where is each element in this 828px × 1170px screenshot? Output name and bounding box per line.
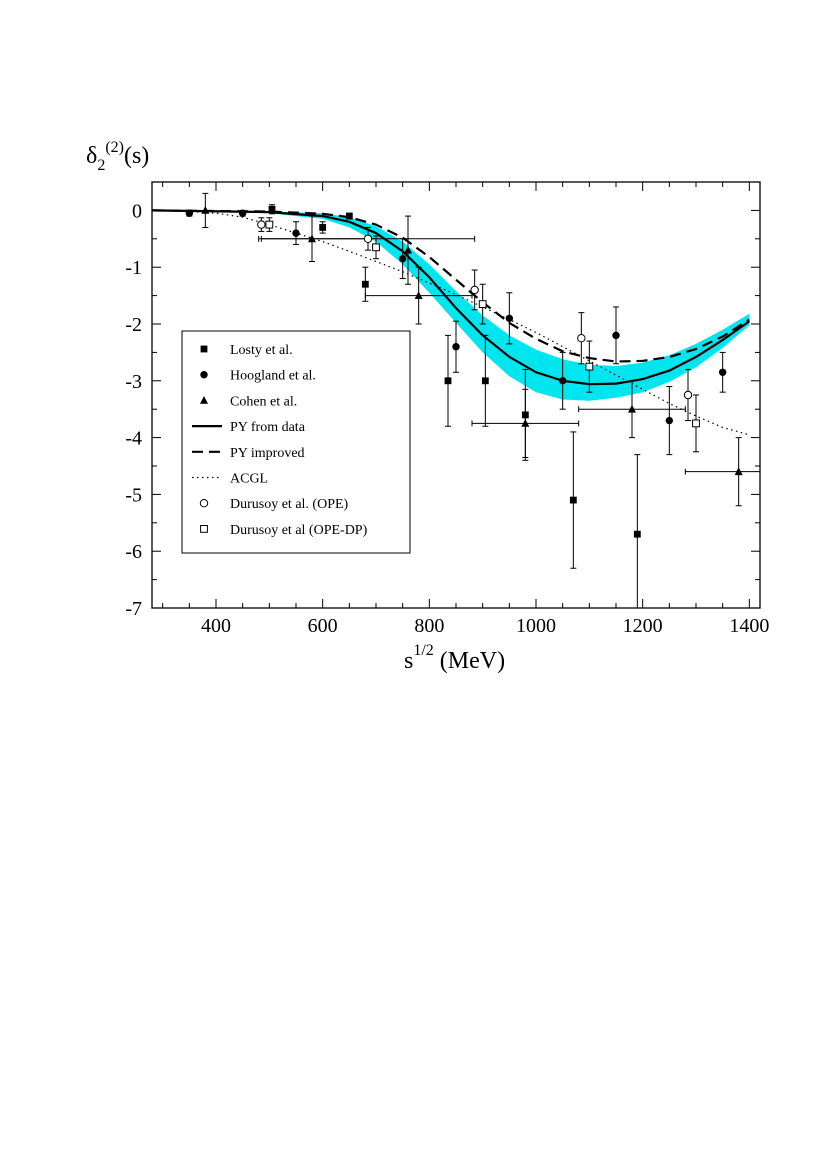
x-axis-title-sup: 1/2 — [413, 642, 433, 659]
point-cohen-et-al-1 — [308, 234, 316, 243]
point-losty-et-al-2 — [345, 212, 353, 220]
x-tick-label: 400 — [201, 615, 231, 637]
point-durusoy-et-al-ope-0 — [257, 220, 266, 229]
x-tick-label: 1000 — [516, 615, 556, 637]
point-hoogland-et-al-8 — [665, 416, 674, 425]
point-losty-et-al-3 — [361, 280, 369, 288]
point-cohen-et-al-6 — [734, 467, 743, 476]
y-axis-title-sub: 2 — [97, 157, 105, 174]
x-axis-title-base: s — [404, 648, 413, 674]
series-cohen-et-al — [201, 192, 760, 507]
legend-label-losty-et-al: Losty et al. — [230, 343, 293, 358]
y-tick-label: -1 — [125, 257, 142, 279]
point-hoogland-et-al-5 — [505, 314, 514, 323]
x-tick-label: 600 — [308, 615, 338, 637]
point-hoogland-et-al-1 — [238, 209, 247, 217]
point-losty-et-al-0 — [268, 205, 276, 213]
point-durusoy-et-al-ope-dp-0 — [265, 220, 274, 229]
y-tick-label: -3 — [125, 371, 142, 393]
legend-box — [181, 330, 411, 554]
legend-marker-durusoy-et-al-ope-dp — [200, 525, 208, 533]
point-hoogland-et-al-2 — [292, 229, 300, 237]
point-losty-et-al-1 — [319, 224, 327, 231]
legend-marker-hoogland-et-al — [200, 371, 208, 379]
point-cohen-et-al-3 — [414, 291, 423, 299]
legend-marker-durusoy-et-al-ope — [199, 499, 209, 508]
y-axis-title: δ2(2)(s) — [86, 139, 149, 174]
point-losty-et-al-7 — [569, 496, 577, 504]
point-losty-et-al-4 — [444, 377, 452, 385]
point-durusoy-et-al-ope-4 — [683, 390, 693, 400]
series-durusoy-et-al-ope-dp — [265, 217, 700, 453]
point-hoogland-et-al-6 — [558, 377, 567, 385]
x-axis-title-suffix: (MeV) — [434, 648, 505, 674]
curve-py-from-data — [152, 209, 750, 386]
point-hoogland-et-al-7 — [612, 331, 620, 340]
series-hoogland-et-al — [185, 209, 727, 456]
point-durusoy-et-al-ope-dp-4 — [692, 419, 700, 428]
uncertainty-band — [152, 210, 750, 401]
point-hoogland-et-al-0 — [185, 209, 194, 217]
point-losty-et-al-5 — [481, 377, 489, 385]
y-axis-title-base: δ — [86, 143, 97, 169]
y-axis-title-sup: (2) — [105, 139, 124, 156]
axes-layer: 400 600 800 1000 1200 1400 0 -1 -2 -3 -4 -5 -6 -7 — [125, 181, 769, 637]
x-tick-label: 1400 — [729, 615, 769, 637]
x-tick-label: 1200 — [623, 615, 663, 637]
y-tick-label: -4 — [125, 428, 142, 450]
y-tick-label: -7 — [125, 598, 142, 620]
x-tick-label: 800 — [414, 615, 444, 637]
point-durusoy-et-al-ope-dp-3 — [585, 362, 594, 371]
legend-label-acgl: ACGL — [230, 472, 268, 487]
point-hoogland-et-al-4 — [452, 343, 460, 351]
point-durusoy-et-al-ope-3 — [577, 334, 586, 343]
point-durusoy-et-al-ope-dp-2 — [478, 300, 487, 309]
point-losty-et-al-8 — [633, 530, 641, 538]
point-durusoy-et-al-ope-1 — [363, 234, 373, 244]
point-cohen-et-al-0 — [201, 206, 210, 214]
series-durusoy-et-al-ope — [257, 217, 693, 422]
y-tick-label: -6 — [125, 541, 142, 563]
point-durusoy-et-al-ope-dp-1 — [372, 243, 380, 252]
x-axis-title: s1/2 (MeV) — [404, 642, 505, 674]
y-tick-label: 0 — [132, 200, 142, 222]
legend-label-cohen-et-al: Cohen et al. — [230, 394, 297, 409]
point-cohen-et-al-2 — [404, 245, 412, 254]
legend-label-durusoy-et-al-ope-dp: Durusoy et al (OPE-DP) — [230, 523, 368, 538]
legend-label-durusoy-et-al-ope: Durusoy et al. (OPE) — [230, 497, 349, 512]
legend-label-py-from-data: PY from data — [230, 420, 306, 435]
data-points-layer — [185, 192, 760, 608]
legend-marker-cohen-et-al — [200, 396, 208, 404]
y-tick-label: -5 — [125, 484, 142, 506]
legend-marker-losty-et-al — [200, 345, 208, 353]
point-hoogland-et-al-9 — [718, 368, 727, 376]
y-axis-title-suffix: (s) — [124, 143, 149, 169]
legend-label-py-improved: PY improved — [230, 446, 305, 461]
point-cohen-et-al-5 — [628, 404, 636, 413]
axis-titles: δ2(2)(s) s1/2 (MeV) — [86, 139, 505, 674]
point-cohen-et-al-4 — [521, 419, 530, 427]
legend-label-hoogland-et-al: Hoogland et al. — [230, 369, 316, 384]
y-tick-label: -2 — [125, 314, 142, 336]
point-hoogland-et-al-3 — [398, 254, 407, 263]
point-durusoy-et-al-ope-2 — [470, 285, 479, 295]
uncertainty-band-layer — [152, 210, 750, 401]
legend: Losty et al. Hoogland et al. Cohen et al. P… — [181, 330, 411, 554]
